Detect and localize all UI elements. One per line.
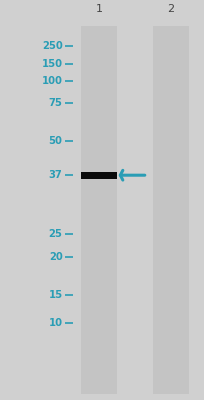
Bar [152, 26, 188, 394]
Text: 100: 100 [41, 76, 62, 86]
Text: 150: 150 [41, 59, 62, 69]
Bar [81, 26, 117, 394]
Text: 250: 250 [42, 41, 62, 51]
Text: 1: 1 [95, 4, 102, 14]
Text: 10: 10 [48, 318, 62, 328]
Text: 2: 2 [167, 4, 174, 14]
Text: 15: 15 [48, 290, 62, 300]
Text: 75: 75 [48, 98, 62, 108]
Text: 25: 25 [48, 229, 62, 239]
Text: 37: 37 [49, 170, 62, 180]
Text: 50: 50 [48, 136, 62, 146]
Bar [81, 172, 117, 179]
Text: 20: 20 [49, 252, 62, 262]
